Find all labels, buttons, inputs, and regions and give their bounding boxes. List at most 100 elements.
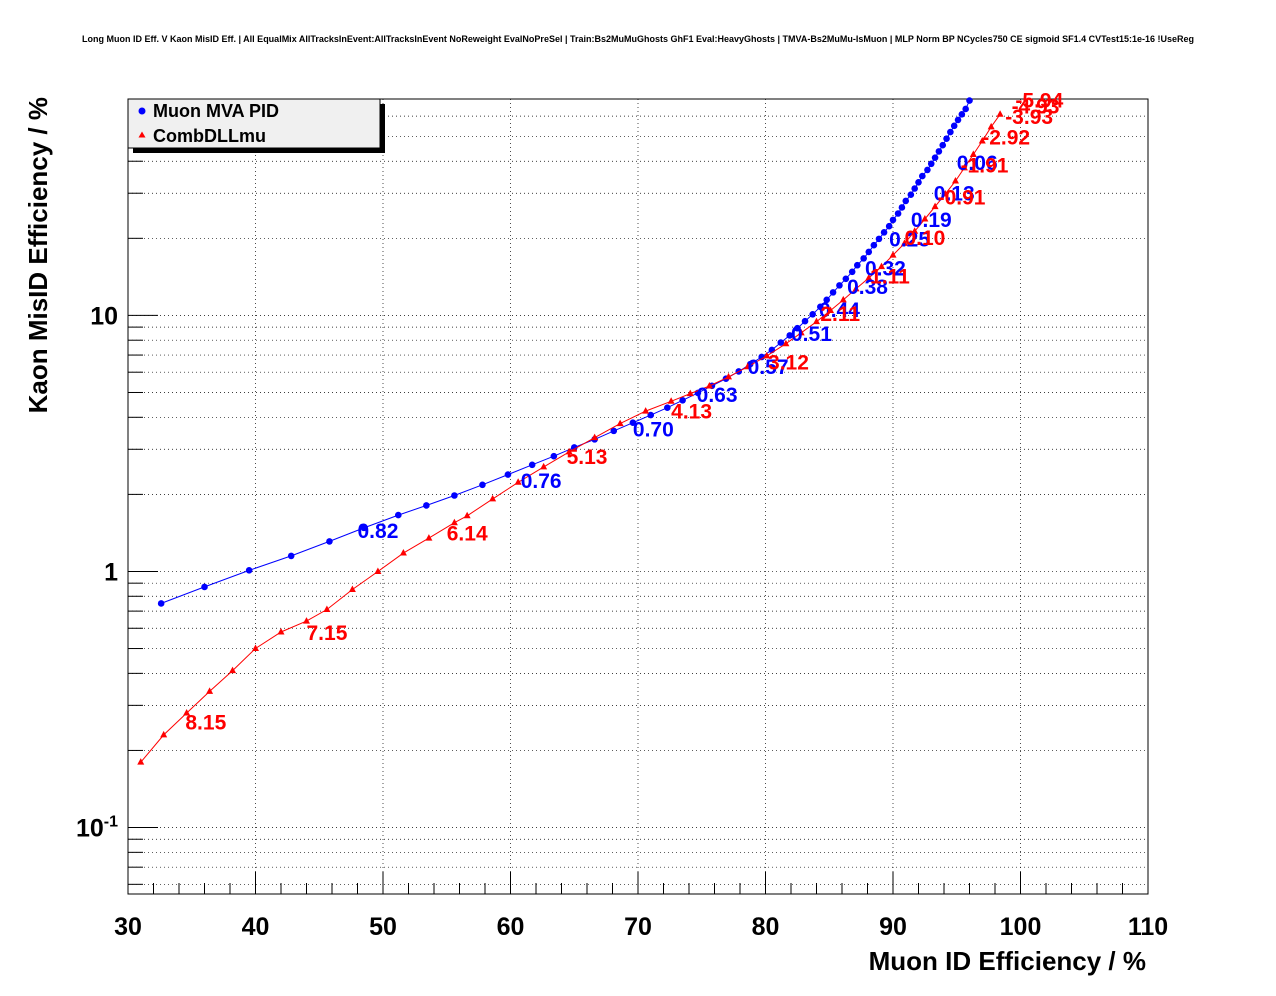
data-point: [960, 163, 968, 171]
data-point: [950, 122, 958, 130]
data-point: [686, 389, 694, 397]
data-point: [941, 189, 949, 197]
data-point: [860, 255, 867, 262]
data-point: [565, 447, 573, 455]
data-point: [201, 583, 208, 591]
data-point: [931, 154, 939, 161]
data-point: [875, 235, 883, 243]
data-point: [287, 552, 295, 560]
data-point: [889, 251, 897, 258]
data-label: 3.12: [768, 352, 809, 375]
data-label: 1.11: [870, 266, 910, 289]
data-label: 8.15: [185, 711, 226, 734]
x-tick-labels: 30 40 50 60 70 80 90 100 110: [114, 913, 1168, 941]
data-point: [763, 351, 771, 359]
data-point: [911, 227, 919, 234]
data-point: [591, 433, 599, 441]
data-point: [277, 628, 285, 635]
data-point: [463, 511, 471, 519]
chart-title: Long Muon ID Eff. V Kaon MisID Eff. | Al…: [82, 34, 1194, 44]
data-point: [958, 111, 966, 118]
data-point: [907, 191, 915, 199]
data-point: [797, 328, 805, 336]
data-label: 0.63: [697, 384, 738, 407]
legend-label-muon-mva: Muon MVA PID: [153, 101, 279, 121]
data-point: [206, 687, 214, 694]
x-tick-label: 30: [114, 913, 142, 941]
data-point: [951, 176, 959, 184]
data-point: [540, 462, 548, 470]
data-point: [229, 666, 237, 674]
x-tick-label: 110: [1128, 913, 1168, 941]
data-point: [996, 110, 1004, 117]
data-label: 7.15: [307, 622, 348, 645]
data-label: -3.93: [1005, 106, 1053, 129]
y-tick-labels: 10-1 1 10: [76, 302, 118, 842]
data-point: [947, 128, 954, 136]
data-point: [782, 339, 790, 347]
data-point: [809, 310, 816, 318]
data-point: [758, 353, 765, 361]
data-point: [927, 160, 935, 168]
x-axis-label: Muon ID Efficiency / %: [869, 946, 1146, 976]
data-point: [479, 481, 486, 489]
data-point: [962, 105, 969, 113]
y-tick-label: 1: [104, 558, 118, 586]
data-point: [160, 730, 168, 738]
data-point: [450, 518, 458, 526]
data-point: [374, 567, 382, 574]
data-point: [966, 97, 973, 104]
data-point: [514, 478, 522, 485]
data-label: 0.70: [633, 418, 674, 441]
data-point: [550, 452, 558, 460]
data-point: [504, 471, 512, 478]
data-point: [836, 282, 843, 289]
data-point: [425, 534, 433, 541]
data-label: 4.13: [671, 401, 712, 424]
data-label: -0.91: [938, 187, 986, 210]
data-point: [931, 202, 939, 210]
x-tick-label: 100: [1000, 913, 1042, 941]
data-point: [303, 617, 310, 624]
data-label: 0.10: [904, 227, 945, 250]
data-point: [885, 222, 893, 230]
data-point: [395, 511, 402, 519]
data-point: [878, 262, 886, 270]
data-label: 2.11: [820, 303, 860, 326]
data-point: [900, 239, 908, 246]
data-point: [642, 407, 650, 414]
data-point: [801, 317, 809, 325]
data-point: [865, 248, 873, 256]
x-tick-label: 90: [879, 913, 907, 941]
data-point: [137, 758, 145, 765]
plot-frame: [127, 98, 1149, 895]
data-label: 0.06: [957, 152, 998, 175]
data-point: [744, 362, 752, 370]
data-point: [252, 644, 259, 652]
x-tick-label: 50: [369, 913, 397, 941]
data-point: [829, 289, 837, 296]
data-point: [777, 339, 785, 346]
data-point: [725, 372, 733, 380]
data-point: [157, 600, 165, 607]
data-label: 0.25: [889, 228, 930, 251]
data-point: [978, 136, 986, 144]
annotations: 0.82 0.76 0.70 0.63 0.570.510.440.380.32 0.25…: [185, 89, 1063, 734]
legend: Muon MVA PID CombDLLmu: [127, 98, 385, 153]
data-point: [667, 397, 675, 404]
data-point: [794, 324, 801, 332]
data-label: -5.94: [1015, 89, 1063, 112]
data-point: [705, 381, 713, 389]
data-point: [528, 461, 536, 469]
data-point: [817, 303, 824, 311]
data-point: [360, 524, 368, 532]
data-point: [839, 295, 847, 303]
data-point: [423, 502, 430, 509]
data-label: 0.19: [911, 209, 952, 232]
data-label: 0.13: [934, 182, 975, 205]
data-point: [326, 538, 333, 545]
data-point: [935, 148, 943, 155]
data-point: [924, 166, 931, 174]
data-label: 0.44: [819, 299, 860, 322]
